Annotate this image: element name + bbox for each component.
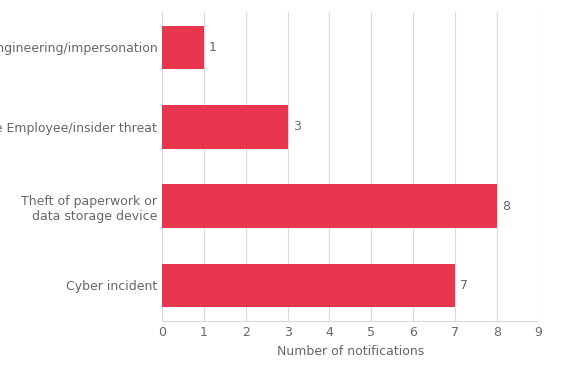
Text: 8: 8 <box>501 200 510 212</box>
Bar <box>162 264 455 307</box>
X-axis label: Number of notifications: Number of notifications <box>277 345 424 358</box>
Bar <box>162 26 204 69</box>
Text: 1: 1 <box>209 41 217 54</box>
Text: 3: 3 <box>292 120 301 133</box>
Bar <box>162 184 497 228</box>
Text: 7: 7 <box>460 279 468 292</box>
Bar <box>162 105 288 149</box>
